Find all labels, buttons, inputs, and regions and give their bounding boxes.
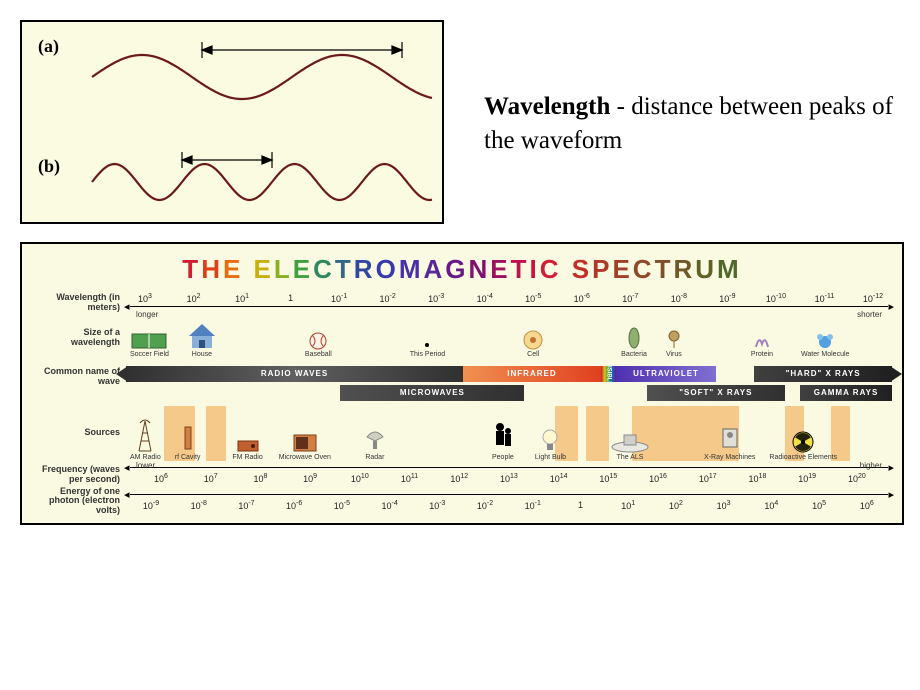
tick: 104 (756, 500, 786, 511)
source-radar: Radar (363, 427, 387, 461)
tick: 1011 (395, 473, 425, 484)
wave-a-label: (a) (38, 36, 59, 57)
source-fmradio: FM Radio (232, 435, 262, 461)
tick: 1010 (345, 473, 375, 484)
band-row-2: MICROWAVES "SOFT" X RAYS GAMMA RAYS (126, 385, 892, 401)
tick: 1013 (494, 473, 524, 484)
tick: 1016 (643, 473, 673, 484)
tick: 1018 (742, 473, 772, 484)
tick: 10-5 (327, 500, 357, 511)
tick: 10-2 (470, 500, 500, 511)
source-bulb: Light Bulb (535, 427, 566, 461)
wave-b-label: (b) (38, 156, 60, 177)
size-icon-period: This Period (410, 340, 445, 358)
band-radio-waves: RADIO WAVES (126, 366, 463, 382)
sources-row: AM Radio rf Cavity FM Radio Microwave Oven R… (126, 406, 892, 461)
source-microwave: Microwave Oven (279, 433, 331, 461)
size-icon-baseball: Baseball (305, 332, 332, 358)
tick: 109 (295, 473, 325, 484)
higher-label: higher (860, 461, 882, 470)
sources-label: Sources (32, 428, 126, 438)
tick: 102 (661, 500, 691, 511)
tick: 10-8 (184, 500, 214, 511)
wave-a-path (92, 55, 432, 99)
wave-svg: (a) (b) (22, 22, 442, 222)
tick: 10-1 (518, 500, 548, 511)
size-label: Size of a wavelength (32, 328, 126, 348)
tick: 1020 (842, 473, 872, 484)
tick: 101 (613, 500, 643, 511)
tick: 103 (709, 500, 739, 511)
tick: 106 (852, 500, 882, 511)
tick: 1012 (444, 473, 474, 484)
wave-b-path (92, 164, 432, 200)
tick: 108 (245, 473, 275, 484)
band-infrared: INFRARED (463, 366, 601, 382)
size-icon-field: Soccer Field (130, 328, 169, 358)
tick: 105 (804, 500, 834, 511)
spectrum-panel: THE ELECTROMAGNETIC SPECTRUM Wavelength … (20, 242, 904, 525)
energy-arrow-line: ◂▸ (126, 490, 892, 500)
wavelength-label: Wavelength (in meters) (32, 293, 126, 313)
wavelength-definition: Wavelength - distance between peaks of t… (484, 20, 900, 224)
size-icon-protein: Protein (751, 332, 773, 358)
frequency-arrow-line: ◂▸ lower higher (126, 463, 892, 473)
wavelength-arrow-a (202, 42, 402, 58)
band--soft-x-rays: "SOFT" X RAYS (647, 385, 785, 401)
tick: 1 (565, 500, 595, 511)
tick: 10-4 (375, 500, 405, 511)
wave-diagram-box: (a) (b) (20, 20, 444, 224)
tick: 106 (146, 473, 176, 484)
band-visible: VISIBLE (601, 366, 616, 382)
tick: 1015 (593, 473, 623, 484)
tick: 10-7 (231, 500, 261, 511)
source-radioactive: Radioactive Elements (769, 431, 837, 461)
source-als: The ALS (610, 431, 650, 461)
size-icon-house: House (187, 322, 217, 358)
source-people: People (491, 421, 515, 461)
band-microwaves: MICROWAVES (340, 385, 524, 401)
band--hard-x-rays: "HARD" X RAYS (754, 366, 892, 382)
lower-label: lower (136, 461, 155, 470)
source-cavity: rf Cavity (175, 423, 201, 461)
band-ultraviolet: ULTRAVIOLET (616, 366, 716, 382)
energy-label: Energy of one photon (electron volts) (32, 487, 126, 517)
tick: 10-6 (279, 500, 309, 511)
tick: 1017 (693, 473, 723, 484)
wavelength-arrow-line: ◂▸ longer shorter (126, 302, 892, 312)
frequency-scale: 106 107 108 109 1010 1011 1012 1013 1014 1015 1016… (126, 473, 892, 484)
wavelength-arrow-b (182, 152, 272, 168)
size-icon-water: Water Molecule (801, 332, 849, 358)
band-row-1: RADIO WAVESINFRAREDVISIBLEULTRAVIOLET "HA… (126, 366, 892, 382)
tick: 10-3 (422, 500, 452, 511)
source-tower: AM Radio (130, 417, 161, 461)
tick: 1014 (544, 473, 574, 484)
tick: 1019 (792, 473, 822, 484)
source-xray: X-Ray Machines (704, 425, 755, 461)
frequency-label: Frequency (waves per second) (32, 465, 126, 485)
tick: 10-9 (136, 500, 166, 511)
size-icon-cell: Cell (523, 330, 543, 358)
tick: 107 (196, 473, 226, 484)
band-gamma-rays: GAMMA RAYS (800, 385, 892, 401)
common-name-label: Common name of wave (32, 363, 126, 387)
spectrum-title: THE ELECTROMAGNETIC SPECTRUM (32, 254, 892, 285)
size-icon-bacteria: Bacteria (621, 326, 647, 358)
size-icon-virus: Virus (665, 328, 683, 358)
size-icons-row: Soccer Field House Baseball This Period Cell… (126, 314, 892, 362)
definition-term: Wavelength (484, 93, 610, 120)
energy-scale: 10-9 10-8 10-7 10-6 10-5 10-4 10-3 10-2 10-1 1 101… (126, 500, 892, 511)
